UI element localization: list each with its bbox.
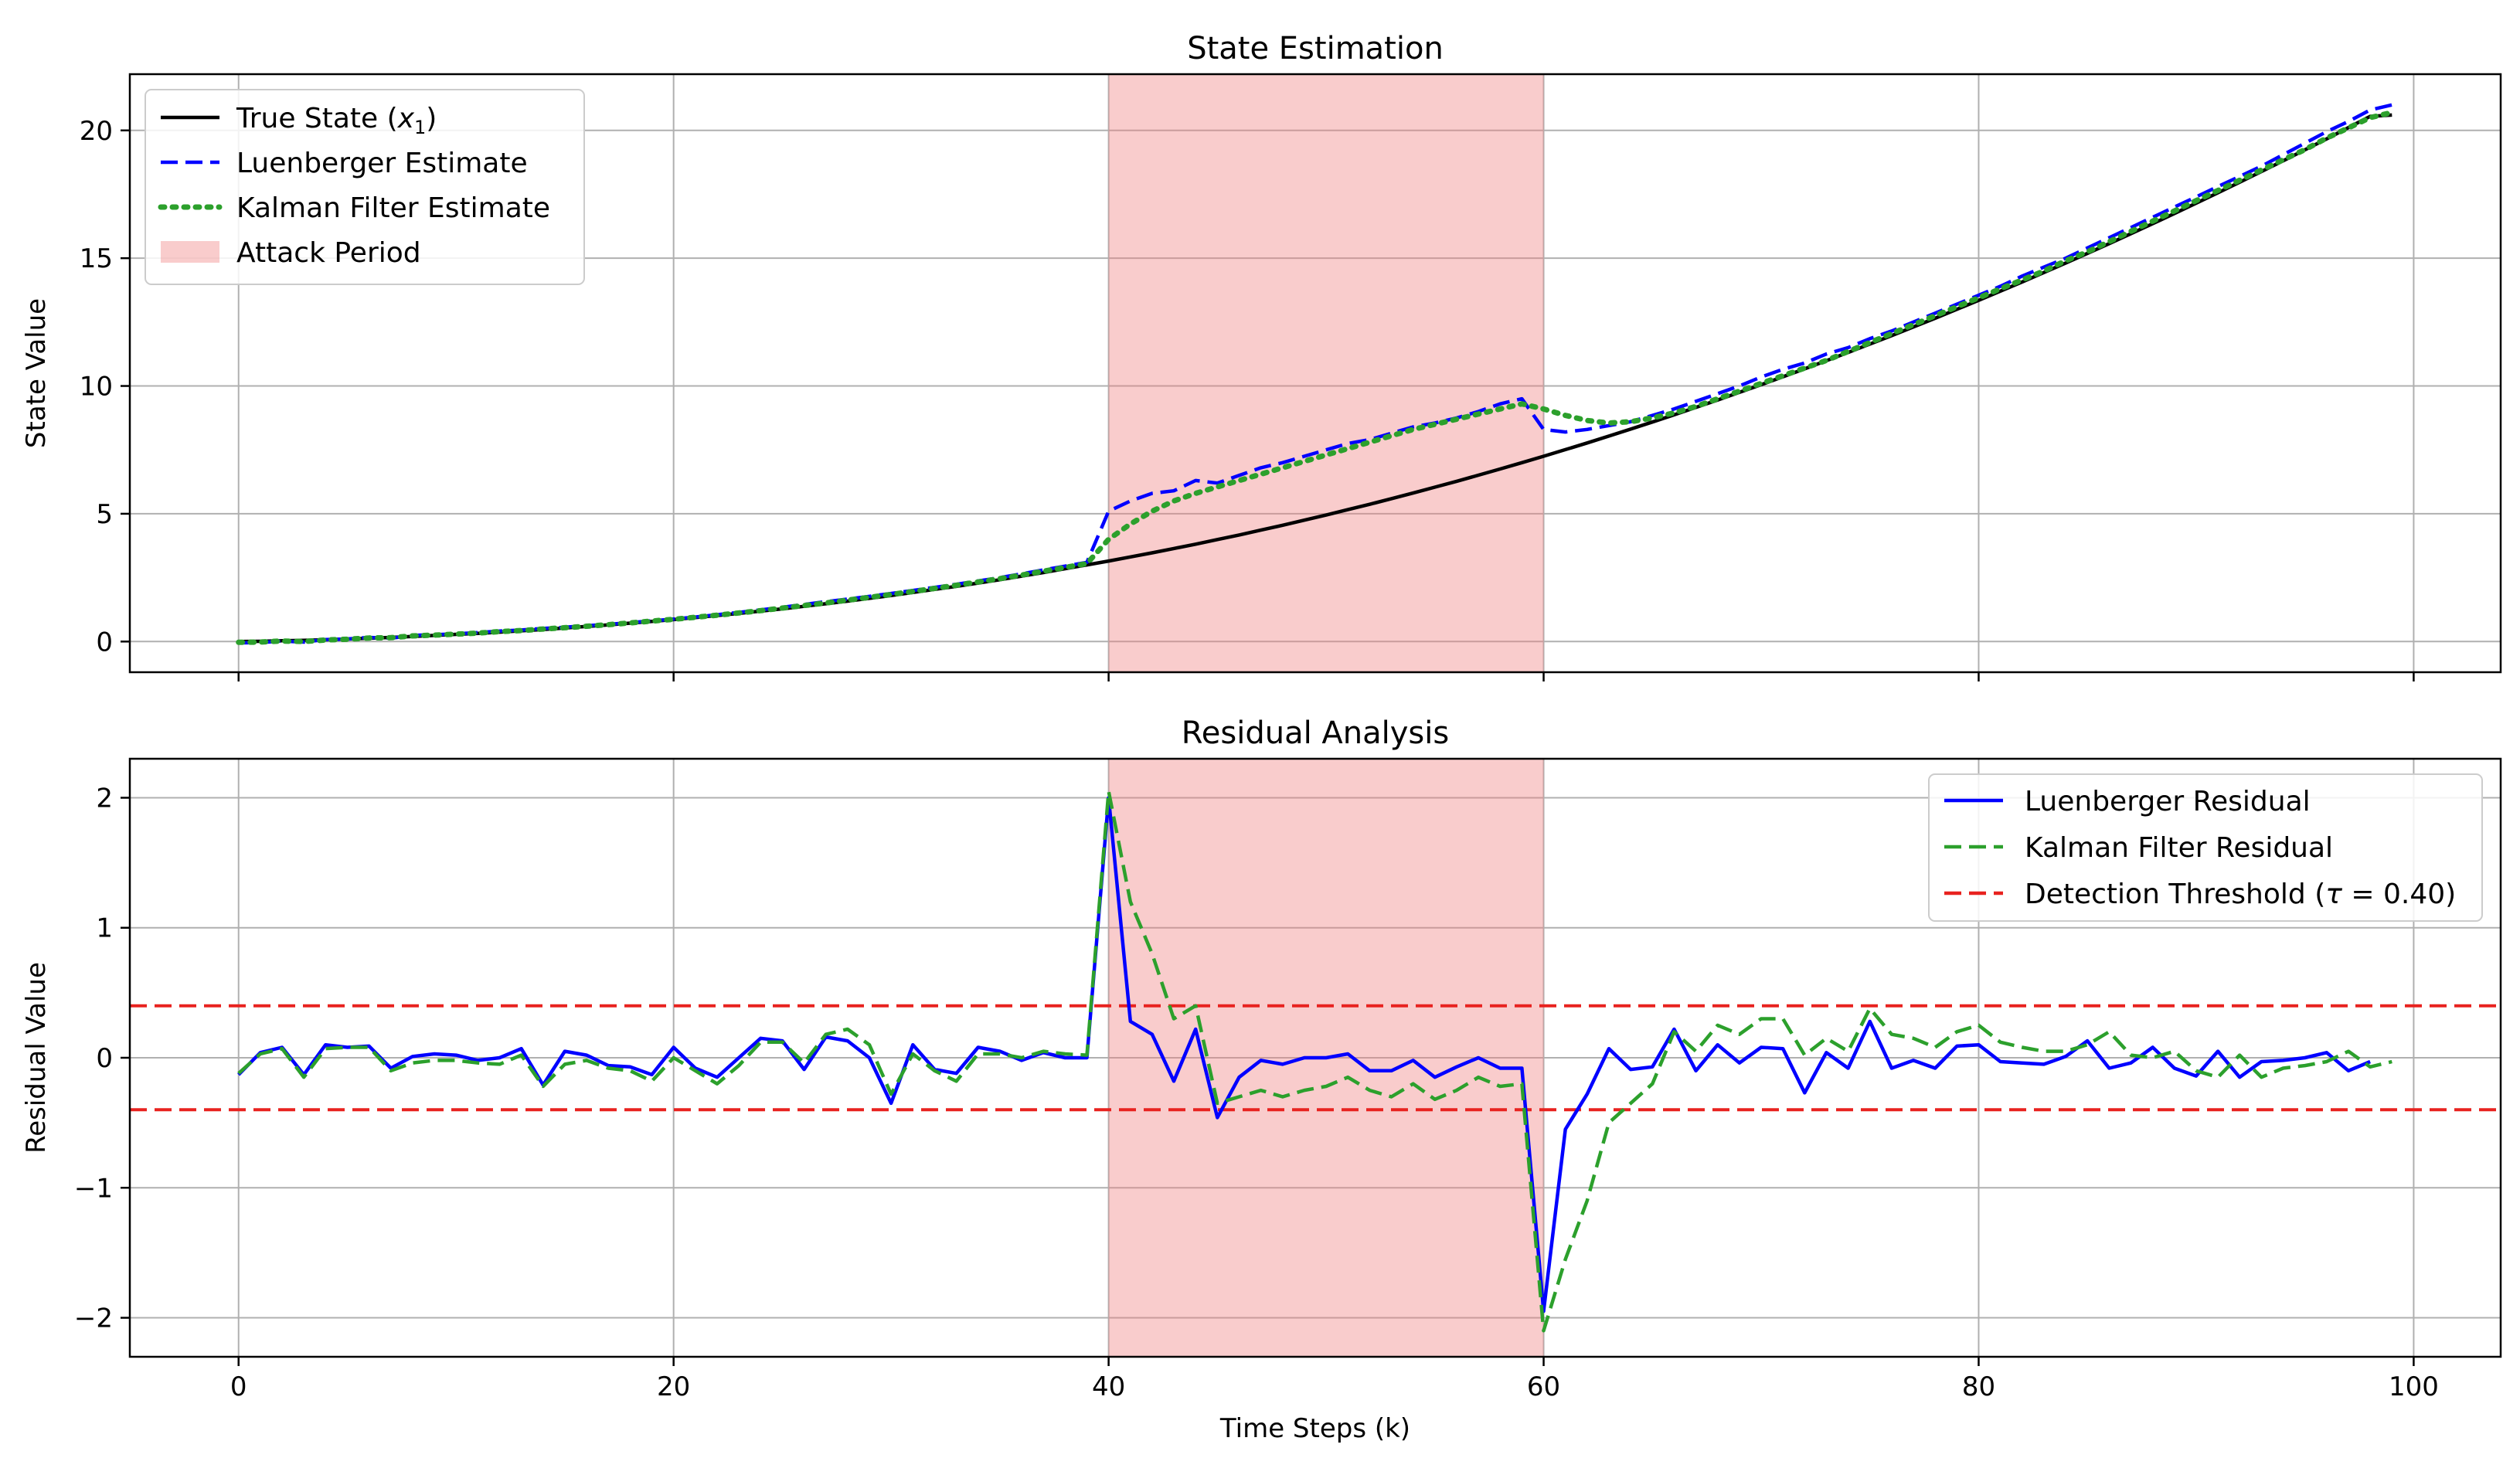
legend-kalman-residual-label: Kalman Filter Residual bbox=[2025, 832, 2333, 864]
y-tick-label-0-3: 15 bbox=[80, 243, 113, 274]
legend-kalman-estimate-label: Kalman Filter Estimate bbox=[236, 192, 550, 224]
state-y-axis-label: State Value bbox=[21, 298, 52, 448]
attack-period-span-0 bbox=[1108, 74, 1544, 672]
y-tick-label-0-1: 5 bbox=[96, 499, 113, 530]
residual-legend-box bbox=[1928, 773, 2483, 922]
legend-luenberger-residual-label: Luenberger Residual bbox=[2025, 786, 2311, 817]
residual-analysis-panel: Residual Analysis Residual Value Time St… bbox=[21, 715, 2502, 1444]
y-tick-label-1-3: 1 bbox=[96, 913, 113, 944]
series-line-kalman-filter-residual bbox=[237, 789, 2392, 1333]
state-legend: True State (x1) Luenberger Estimate Kalm… bbox=[145, 89, 585, 285]
residual-legend: Luenberger Residual Kalman Filter Residu… bbox=[1928, 773, 2483, 922]
y-tick-label-0-4: 20 bbox=[80, 116, 113, 147]
residual-analysis-title: Residual Analysis bbox=[1182, 715, 1449, 751]
x-tick-label-5: 100 bbox=[2389, 1371, 2439, 1402]
y-tick-label-1-0: −2 bbox=[74, 1303, 113, 1334]
legend-attack-period-swatch bbox=[161, 241, 219, 263]
state-legend-box bbox=[145, 89, 585, 285]
y-tick-label-0-0: 0 bbox=[96, 627, 113, 658]
y-tick-label-1-2: 0 bbox=[96, 1043, 113, 1074]
y-tick-label-1-4: 2 bbox=[96, 783, 113, 814]
series-line-luenberger-residual bbox=[237, 796, 2371, 1314]
legend-detection-threshold-label: Detection Threshold (τ = 0.40) bbox=[2025, 879, 2456, 910]
legend-luenberger-estimate-label: Luenberger Estimate bbox=[236, 148, 528, 179]
y-tick-label-1-1: −1 bbox=[74, 1173, 113, 1204]
x-tick-label-3: 60 bbox=[1527, 1371, 1560, 1402]
x-tick-label-2: 40 bbox=[1092, 1371, 1125, 1402]
legend-true-state-label: True State (x1) bbox=[236, 103, 437, 138]
series-line-kalman-filter-estimate bbox=[236, 110, 2395, 645]
x-tick-label-4: 80 bbox=[1962, 1371, 1995, 1402]
residual-y-axis-label: Residual Value bbox=[21, 962, 52, 1154]
state-estimation-panel: State Estimation State Value 0 5 10 15 20 Tr… bbox=[21, 31, 2502, 681]
legend-attack-period-label: Attack Period bbox=[236, 237, 421, 269]
x-tick-label-0: 0 bbox=[230, 1371, 247, 1402]
state-estimation-title: State Estimation bbox=[1187, 31, 1444, 66]
y-tick-label-0-2: 10 bbox=[80, 372, 113, 403]
axes-frame-0 bbox=[128, 73, 2502, 674]
x-tick-label-1: 20 bbox=[657, 1371, 690, 1402]
x-axis-label: Time Steps (k) bbox=[1219, 1413, 1410, 1444]
